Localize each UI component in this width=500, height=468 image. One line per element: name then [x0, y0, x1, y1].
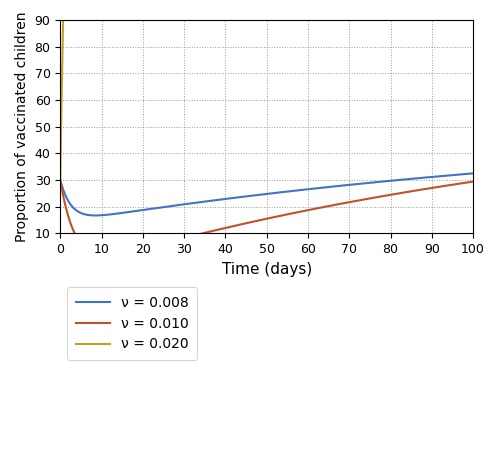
ν = 0.010 [102, 252, 108, 257]
ν = 0.010 [470, 179, 476, 184]
ν = 0.010 [382, 193, 388, 198]
Line: ν = 0.008: ν = 0.008 [60, 173, 473, 215]
ν = 0.008 [458, 172, 464, 177]
ν = 0.020 [58, 177, 64, 183]
ν = 0.008 [78, 211, 84, 216]
ν = 0.010 [58, 177, 64, 183]
ν = 0.008 [248, 193, 254, 199]
Line: ν = 0.010: ν = 0.010 [60, 180, 473, 255]
ν = 0.010 [458, 181, 464, 186]
X-axis label: Time (days): Time (days) [222, 262, 312, 277]
ν = 0.010 [248, 219, 254, 225]
ν = 0.008 [58, 177, 64, 183]
ν = 0.008 [382, 178, 388, 184]
ν = 0.008 [92, 212, 98, 218]
Y-axis label: Proportion of vaccinated children: Proportion of vaccinated children [15, 11, 29, 242]
Line: ν = 0.020: ν = 0.020 [60, 0, 473, 180]
ν = 0.008 [470, 170, 476, 176]
ν = 0.010 [458, 181, 464, 186]
ν = 0.008 [458, 172, 464, 177]
Legend: ν = 0.008, ν = 0.010, ν = 0.020: ν = 0.008, ν = 0.010, ν = 0.020 [67, 287, 198, 360]
ν = 0.010 [78, 241, 84, 247]
ν = 0.010 [258, 217, 264, 223]
ν = 0.008 [258, 192, 264, 197]
